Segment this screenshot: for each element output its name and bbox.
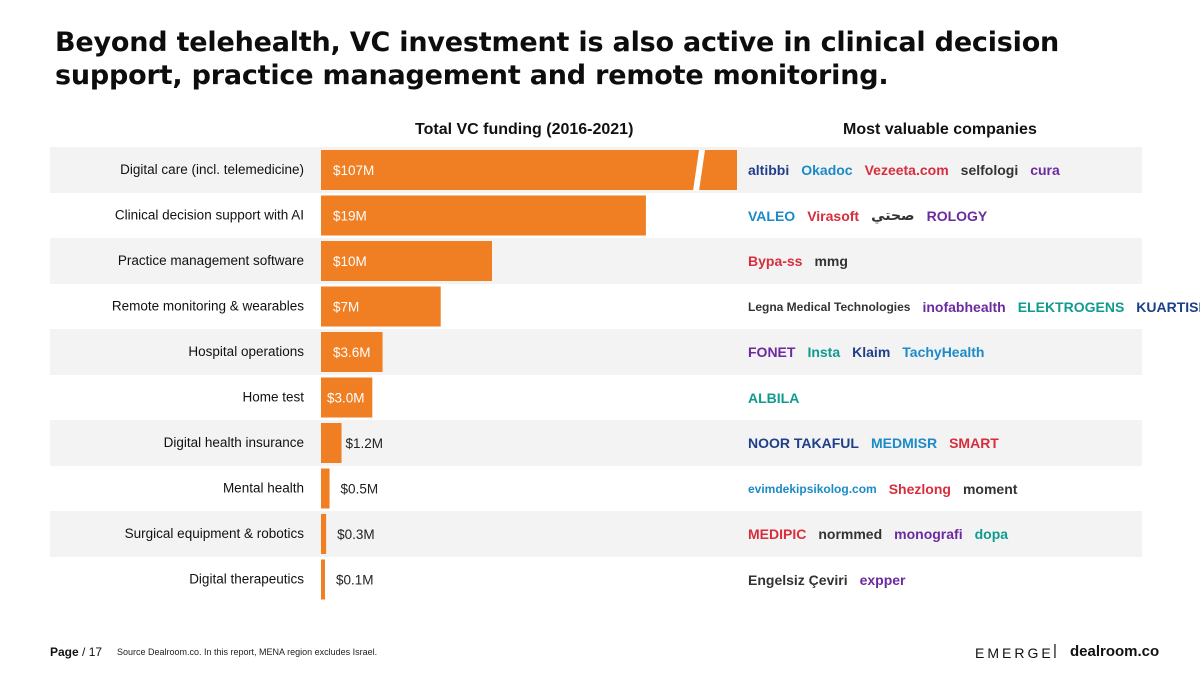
data-label: $107M	[333, 163, 374, 178]
company-logo: expper	[859, 571, 906, 588]
logo-row: Engelsiz Çeviri expper	[748, 560, 906, 600]
bar	[321, 286, 441, 327]
bar	[321, 377, 373, 418]
page-number: Page / 17	[50, 645, 102, 659]
data-label: $0.3M	[337, 527, 375, 542]
data-label: $3.6M	[333, 345, 371, 360]
bar	[321, 195, 646, 236]
company-logo: ELEKTROGENS	[1017, 298, 1125, 315]
company-logo: Engelsiz Çeviri	[748, 571, 848, 588]
category-label: Mental health	[223, 481, 304, 496]
company-logo: normmed	[818, 526, 883, 542]
data-label: $7M	[333, 300, 359, 315]
data-label: $3.0M	[327, 391, 365, 406]
row-background	[50, 329, 1142, 375]
bar	[321, 468, 330, 509]
logos-header: Most valuable companies	[843, 121, 1037, 138]
bar	[321, 559, 325, 600]
company-logo: Shezlong	[888, 480, 951, 497]
row-background	[50, 420, 1142, 466]
company-logo: Vezeeta.com	[864, 162, 949, 178]
logo-row: altibbi Okadoc Vezeeta.com selfologi cura	[748, 150, 1060, 190]
logo-row: VALEO Virasoft صحتي ROLOGY	[748, 196, 987, 236]
logo-row: MEDIPIC normmed monografi dopa	[748, 514, 1008, 554]
category-label: Clinical decision support with AI	[115, 208, 304, 223]
company-logo: Okadoc	[801, 162, 853, 178]
axis-break	[693, 150, 705, 191]
data-label: $1.2M	[346, 436, 384, 451]
brand-separator: |	[1053, 642, 1057, 659]
category-label: Surgical equipment & robotics	[125, 526, 305, 541]
data-label: $10M	[333, 254, 367, 269]
company-logo: altibbi	[748, 162, 790, 178]
company-logo: inofabhealth	[922, 298, 1006, 315]
company-logo: ROLOGY	[926, 207, 988, 224]
company-logo: MEDMISR	[870, 435, 938, 451]
category-label: Practice management software	[118, 253, 304, 268]
logo-row: Legna Medical Technologies inofabhealth EL…	[748, 287, 1200, 327]
company-logo: TachyHealth	[902, 344, 985, 360]
source-note: Source Dealroom.co. In this report, MENA…	[117, 647, 378, 657]
company-logo: SMART	[949, 435, 999, 451]
company-logo: MEDIPIC	[748, 526, 807, 542]
company-logo: Legna Medical Technologies	[748, 299, 911, 314]
bar	[321, 150, 737, 190]
company-logo: صحتي	[871, 207, 915, 223]
company-logo: dopa	[974, 526, 1009, 542]
category-label: Digital care (incl. telemedicine)	[120, 162, 304, 177]
company-logo: Virasoft	[807, 207, 860, 224]
data-label: $19M	[333, 209, 367, 224]
bar	[321, 241, 492, 281]
logo-row: Bypa-ss mmg	[748, 241, 848, 281]
page-title: Beyond telehealth, VC investment is also…	[55, 27, 1060, 91]
company-logo: Insta	[807, 344, 841, 360]
category-label: Digital therapeutics	[189, 572, 304, 587]
company-logo: mmg	[814, 253, 848, 269]
category-label: Hospital operations	[188, 344, 304, 359]
company-logo: evimdekipsikolog.com	[748, 481, 877, 496]
company-logo: monografi	[894, 526, 963, 542]
bar	[321, 514, 327, 554]
company-logo: ALBILA	[748, 389, 800, 406]
row-background	[50, 238, 1142, 284]
category-label: Home test	[242, 390, 304, 405]
company-logo: Bypa-ss	[748, 253, 803, 269]
row-background	[50, 511, 1142, 557]
company-logo: cura	[1030, 162, 1060, 178]
company-logo: FONET	[748, 344, 796, 360]
company-logo: VALEO	[748, 207, 796, 224]
bar	[321, 423, 342, 463]
logo-row: evimdekipsikolog.com Shezlong moment	[748, 469, 1017, 509]
logo-row: FONET Insta Klaim TachyHealth	[748, 332, 984, 372]
data-label: $0.1M	[336, 573, 374, 588]
page-label: Page	[50, 645, 79, 659]
data-label: $0.5M	[341, 482, 379, 497]
category-label: Digital health insurance	[164, 435, 304, 450]
page-count: / 17	[82, 645, 103, 659]
company-logo: moment	[962, 480, 1018, 497]
dealroom-logo: dealroom.co	[1070, 643, 1160, 660]
company-logo: Klaim	[852, 344, 891, 360]
bar	[321, 332, 383, 372]
chart-title: Total VC funding (2016-2021)	[415, 121, 634, 138]
logo-row: ALBILA	[748, 378, 799, 418]
company-logo: selfologi	[960, 162, 1019, 178]
company-logo: NOOR TAKAFUL	[748, 435, 859, 451]
company-logo: KUARTISMED	[1136, 298, 1200, 315]
emerge-logo: EMERGE	[975, 645, 1054, 661]
category-label: Remote monitoring & wearables	[112, 299, 304, 314]
logo-row: NOOR TAKAFUL MEDMISR SMART	[748, 423, 999, 463]
